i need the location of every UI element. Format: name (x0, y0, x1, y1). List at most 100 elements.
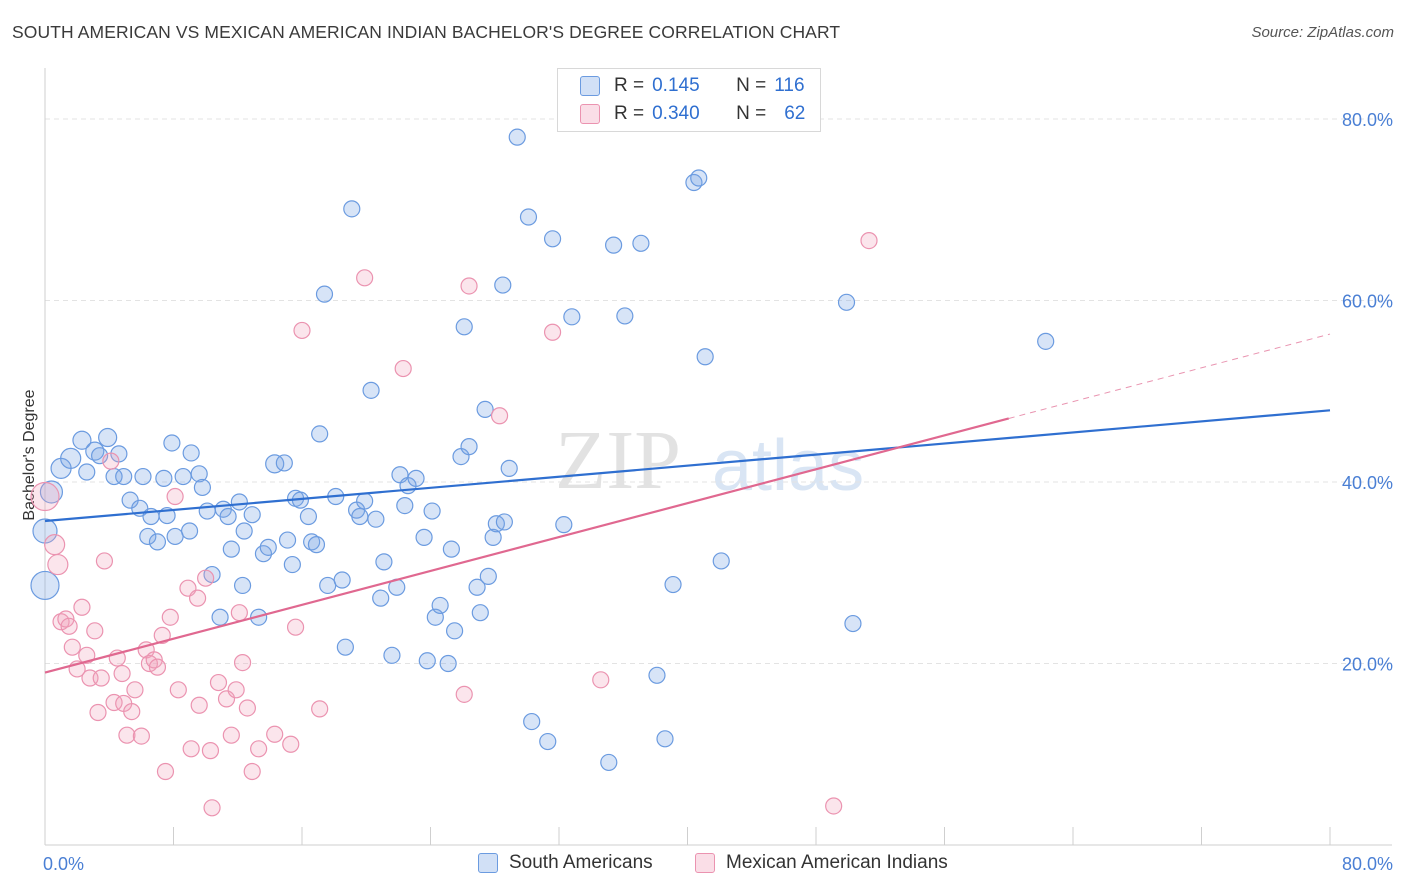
data-point (209, 673, 228, 692)
data-point (362, 381, 380, 399)
data-point (85, 441, 105, 461)
legend-label-south-americans: South Americans (509, 852, 653, 873)
data-point (166, 527, 184, 546)
stats-n-label: N = (736, 75, 767, 96)
data-point (508, 128, 526, 146)
data-point (230, 493, 248, 511)
data-point (632, 234, 650, 252)
data-point (190, 696, 208, 714)
data-point (656, 730, 674, 748)
data-point (372, 589, 390, 607)
data-point (476, 400, 494, 418)
data-point (490, 407, 509, 425)
data-point (275, 454, 293, 472)
legend-swatch-mexican-american-indians (695, 853, 715, 873)
data-point (63, 638, 81, 656)
data-point (132, 727, 150, 745)
data-point (479, 567, 497, 585)
y-tick-label: 60.0% (1342, 292, 1393, 312)
data-point (250, 740, 268, 758)
data-point (383, 646, 401, 664)
data-point (543, 323, 562, 341)
stats-row-south-americans: R = 0.145 N = 116 (580, 75, 805, 97)
data-point (860, 232, 878, 250)
stats-swatch-south-americans (580, 76, 600, 96)
data-point (238, 699, 256, 717)
legend-item-south-americans[interactable]: South Americans (478, 852, 653, 874)
data-point (169, 681, 187, 699)
data-point (343, 200, 361, 218)
data-point (460, 277, 478, 295)
data-point (455, 685, 473, 703)
data-point (439, 654, 457, 673)
data-point (837, 293, 856, 311)
data-point (235, 522, 253, 540)
data-point (311, 425, 329, 443)
data-point (616, 307, 634, 325)
data-point (336, 638, 354, 656)
data-point (198, 502, 216, 520)
data-point (219, 507, 237, 526)
data-point (293, 321, 311, 340)
data-point (243, 762, 261, 781)
data-point (519, 208, 538, 226)
data-point (180, 522, 199, 540)
data-point (203, 799, 221, 817)
data-point (98, 427, 118, 448)
legend-label-mexican-american-indians: Mexican American Indians (726, 852, 948, 873)
data-point (73, 598, 91, 616)
data-point (468, 578, 486, 596)
stats-r-label: R = (614, 103, 645, 124)
data-point (311, 700, 329, 718)
data-point (696, 348, 714, 366)
data-point (1037, 332, 1055, 350)
data-point (266, 725, 284, 743)
data-point (303, 533, 321, 551)
data-point (30, 570, 60, 601)
series-south-americans (30, 128, 1055, 772)
data-point (605, 236, 623, 254)
data-point (431, 596, 449, 615)
y-tick-label: 80.0% (1342, 110, 1393, 130)
stats-n-label: N = (736, 103, 767, 124)
data-point (197, 569, 215, 587)
data-point (91, 447, 109, 465)
data-point (563, 308, 581, 326)
data-point (445, 622, 464, 640)
tick-labels: 80.0% 60.0% 40.0% 20.0% 0.0% 80.0% (43, 110, 1393, 874)
data-point (153, 626, 171, 644)
data-point (351, 507, 369, 526)
data-point (230, 604, 248, 622)
data-point (118, 726, 136, 744)
data-point (407, 469, 425, 487)
data-point (315, 285, 334, 303)
data-point (418, 652, 436, 670)
data-point (243, 506, 261, 524)
data-point (134, 467, 152, 486)
data-point (44, 534, 66, 556)
data-point (495, 513, 513, 531)
data-point (233, 576, 252, 595)
data-point (102, 452, 120, 470)
stats-row-mexican-american-indians: R = 0.340 N = 62 (580, 103, 805, 125)
data-point (60, 447, 82, 470)
data-point (394, 359, 412, 378)
watermark: ZIP atlas (555, 414, 864, 507)
data-point (155, 469, 173, 487)
axes (44, 68, 1392, 846)
stats-r-value: 0.145 (652, 75, 700, 96)
data-point (494, 276, 512, 294)
data-point (182, 740, 200, 758)
data-point (188, 589, 207, 607)
legend-item-mexican-american-indians[interactable]: Mexican American Indians (695, 852, 948, 874)
data-point (222, 726, 240, 744)
data-point (174, 467, 192, 486)
data-point (356, 492, 374, 510)
data-point (333, 571, 351, 589)
data-point (455, 318, 473, 336)
series-legend: South Americans Mexican American Indians (0, 850, 1406, 880)
data-point (156, 762, 175, 781)
trend-line-series-0 (44, 409, 1331, 523)
data-point (126, 681, 144, 699)
